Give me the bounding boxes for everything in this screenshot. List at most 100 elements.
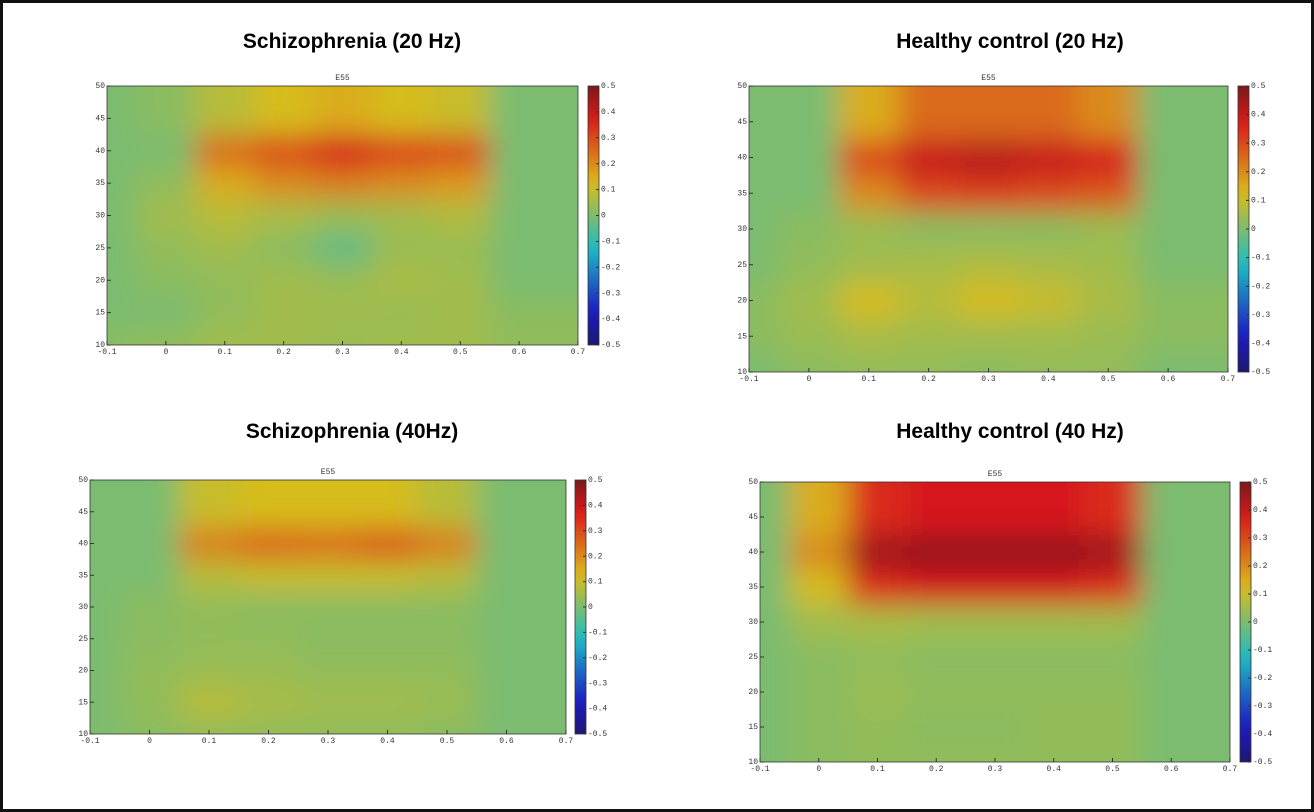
heat-cell [1078,175,1139,212]
x-tick-label: 0.1 [870,765,885,774]
heatmap-cells [749,86,1228,372]
heat-cell [906,569,967,605]
heat-cell [476,686,566,719]
heat-cell [179,480,240,529]
heat-cell [313,264,373,297]
heat-cell [430,86,491,136]
x-tick-label: -0.1 [750,765,769,774]
y-tick-label: 10 [737,368,747,377]
heat-cell [371,296,432,330]
heat-cell [1083,482,1143,535]
heat-cell [136,166,196,200]
heat-cell [195,134,255,168]
heat-cell [489,199,578,233]
heat-cell [179,686,240,719]
colorbar-tick-label: -0.1 [588,629,607,638]
heat-cell [778,318,840,355]
heat-cell [958,318,1019,355]
chart-title: Healthy control (20 Hz) [896,30,1124,53]
colorbar-tick-label: 0.1 [601,186,616,195]
heat-cell [119,527,180,560]
heat-cell [789,569,849,605]
heat-cell [119,591,180,624]
heat-cell [179,559,240,592]
heat-cell [430,231,491,265]
heat-cell [778,211,840,248]
heat-cell [898,86,960,141]
heat-cell [357,622,418,656]
heat-cell [1024,482,1084,535]
heat-cell [1141,709,1230,745]
x-tick-label: 0.3 [981,375,996,384]
heat-cell [958,211,1019,248]
colorbar-tick-label: 0 [1253,618,1258,627]
y-tick-label: 45 [748,513,758,522]
heat-cell [179,654,240,687]
heat-cell [965,639,1025,675]
heat-cell [371,199,432,233]
x-tick-label: 0.1 [202,737,217,746]
heat-cell [1078,139,1139,176]
y-tick-label: 10 [95,341,105,350]
heat-cell [898,175,960,212]
heatmap-cells [90,480,566,734]
panel: Healthy control (40 Hz) E55 -0.1 0 0.1 0.2 0.3… [748,420,1272,774]
y-tick-label: 10 [748,758,758,767]
colorbar-tick-label: -0.3 [1253,702,1272,711]
x-tick-label: -0.1 [739,375,758,384]
x-tick-label: 0.6 [512,348,527,357]
x-tick-label: 0.5 [453,348,468,357]
heat-cell [906,534,967,570]
colorbar-tick-label: -0.5 [1253,758,1272,767]
heat-cell [1138,246,1228,284]
heat-cell [906,639,967,675]
colorbar-tick-label: 0.1 [1253,590,1268,599]
heat-cell [238,686,299,719]
colorbar-tick-label: 0.3 [601,134,616,143]
y-tick-label: 50 [95,82,105,91]
heat-cell [778,246,840,284]
colorbar-tick-label: 0.2 [1251,168,1266,177]
heat-cell [838,139,900,176]
heat-cell [195,166,255,200]
heat-cell [1141,674,1230,710]
colorbar-tick-label: 0 [1251,225,1256,234]
heat-cell [254,231,314,265]
heat-cell [838,318,900,355]
heat-cell [136,296,196,330]
heat-cell [838,211,900,248]
heat-cell [179,527,240,560]
y-tick-label: 25 [737,261,747,270]
heat-cell [965,482,1025,535]
heat-cell [119,559,180,592]
heat-cell [789,604,849,640]
heat-cell [489,86,578,136]
heat-cell [136,231,196,265]
heat-cell [371,134,432,168]
plot-subtitle: E55 [321,468,336,477]
heat-cell [1024,534,1084,570]
panel: Healthy control (20 Hz) E55 -0.1 0 0.1 0.2 0.3… [737,30,1270,384]
heat-cell [778,282,840,319]
x-tick-label: 0.1 [218,348,233,357]
colorbar-tick-label: -0.5 [601,341,620,350]
colorbar-tick-label: -0.4 [1253,730,1272,739]
heat-cell [313,134,373,168]
heat-cell [417,686,478,719]
heat-cell [298,559,359,592]
colorbar-tick-label: 0.2 [588,552,603,561]
heat-cell [1018,246,1079,284]
colorbar-tick-label: -0.1 [1253,646,1272,655]
heat-cell [136,199,196,233]
x-tick-label: 0.5 [1105,765,1120,774]
colorbar-tick-label: -0.3 [1251,311,1270,320]
colorbar-tick-label: 0.4 [601,108,616,117]
heat-cell [298,527,359,560]
heat-cell [417,622,478,656]
heat-cell [417,480,478,529]
heat-cell [1083,639,1143,675]
heat-cell [489,231,578,265]
x-tick-label: 0.7 [571,348,586,357]
heat-cell [906,709,967,745]
heat-cell [119,686,180,719]
